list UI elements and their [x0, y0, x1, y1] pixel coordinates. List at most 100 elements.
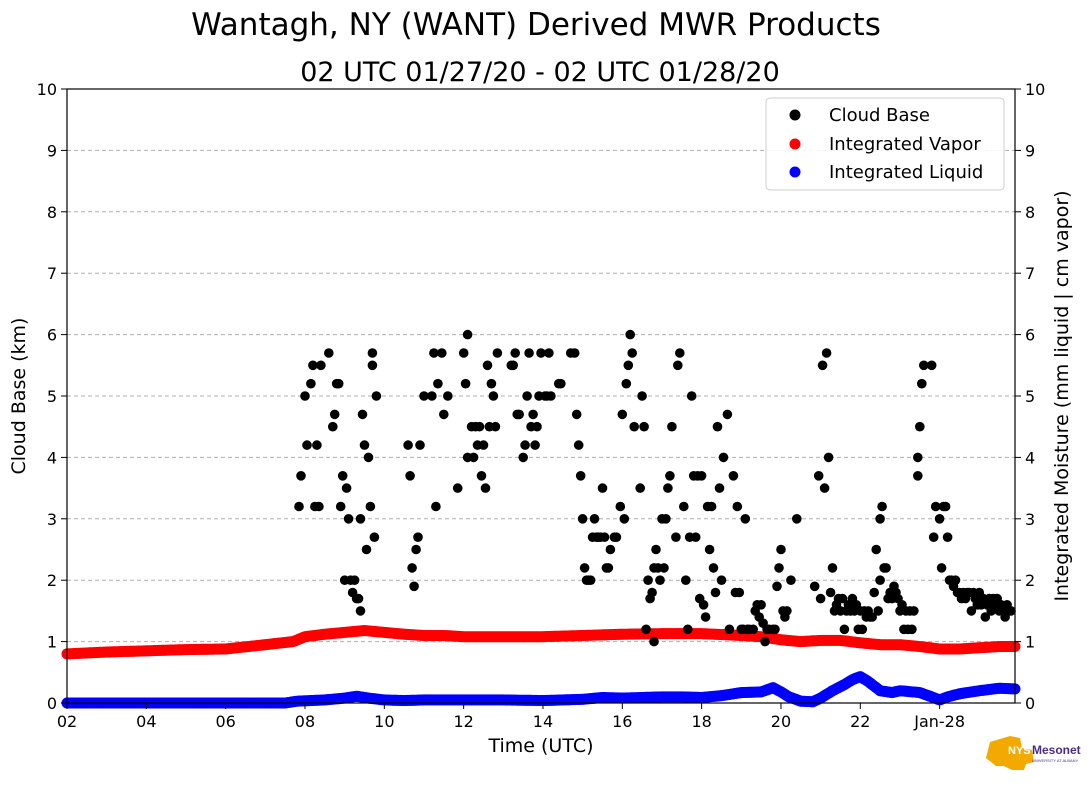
x-tick-label: 22	[850, 712, 870, 731]
cloud-base-point	[857, 624, 868, 635]
cloud-base-point	[490, 421, 501, 432]
cloud-base-point	[649, 636, 659, 647]
cloud-base-point	[367, 360, 378, 371]
cloud-base-point	[458, 348, 469, 358]
cloud-base-point	[770, 624, 780, 635]
cloud-base-point	[760, 636, 770, 647]
cloud-base-point	[460, 378, 471, 389]
cloud-base-point	[532, 421, 542, 432]
right-y-tick-label: 0	[1025, 694, 1035, 713]
cloud-base-point	[478, 440, 489, 450]
x-tick-label: 14	[533, 712, 553, 731]
cloud-base-point	[518, 452, 528, 463]
cloud-base-point	[936, 563, 947, 573]
cloud-base-point	[869, 587, 879, 598]
cloud-base-point	[625, 329, 635, 340]
left-y-tick-label: 7	[47, 264, 57, 283]
cloud-base-point	[443, 391, 453, 401]
cloud-base-point	[629, 421, 639, 432]
cloud-base-point	[335, 501, 346, 512]
cloud-base-point	[569, 348, 580, 358]
cloud-base-point	[686, 391, 697, 401]
x-tick-label: 16	[612, 712, 632, 731]
cloud-base-point	[651, 544, 661, 555]
cloud-base-point	[926, 360, 937, 371]
cloud-base-point	[690, 532, 701, 542]
cloud-base-point	[940, 501, 951, 512]
left-y-axis-label: Cloud Base (km)	[8, 318, 30, 475]
cloud-base-point	[942, 532, 953, 542]
cloud-base-point	[875, 575, 885, 585]
cloud-base-point	[647, 587, 657, 598]
cloud-base-point	[355, 606, 366, 616]
right-y-axis-label: Integrated Moisture (mm liquid | cm vapo…	[1051, 190, 1073, 601]
cloud-base-point	[623, 360, 634, 371]
cloud-base-point	[728, 471, 739, 481]
cloud-base-point	[419, 391, 429, 401]
cloud-base-point	[482, 360, 493, 371]
cloud-base-point	[514, 409, 524, 420]
cloud-base-point	[875, 514, 885, 524]
cloud-base-point	[343, 514, 354, 524]
cloud-base-point	[673, 360, 683, 371]
cloud-base-point	[821, 348, 832, 358]
cloud-base-point	[756, 600, 766, 610]
cloud-base-point	[659, 563, 669, 573]
cloud-base-point	[415, 440, 425, 450]
cloud-base-point	[706, 501, 717, 512]
cloud-base-point	[524, 348, 534, 358]
left-y-axis-ticks: 0 1 2 3 4 5 6 7 8 9 10	[37, 80, 67, 713]
cloud-base-point	[329, 409, 340, 420]
cloud-base-point	[405, 471, 415, 481]
x-tick-label: Jan-28	[913, 712, 965, 731]
legend-label-integrated-liquid: Integrated Liquid	[829, 162, 983, 183]
cloud-base-point	[873, 606, 883, 616]
cloud-base-point	[950, 575, 961, 585]
cloud-base-point	[655, 575, 665, 585]
cloud-base-point	[627, 348, 637, 358]
cloud-base-point	[815, 593, 826, 604]
cloud-base-point	[369, 532, 380, 542]
cloud-base-point	[371, 391, 382, 401]
right-y-tick-label: 9	[1025, 141, 1035, 160]
cloud-base-point	[302, 440, 312, 450]
cloud-base-point	[643, 575, 653, 585]
cloud-base-point	[663, 483, 673, 493]
nys-mesonet-logo: NYS Mesonet UNIVERSITY AT ALBANY	[986, 736, 1081, 770]
cloud-base-point	[782, 606, 792, 616]
cloud-base-point	[433, 378, 443, 389]
cloud-base-point	[589, 514, 600, 524]
cloud-base-point	[488, 391, 499, 401]
cloud-base-point	[665, 471, 675, 481]
cloud-base-point	[813, 471, 824, 481]
cloud-base-point	[917, 378, 927, 389]
legend-label-cloud-base: Cloud Base	[829, 105, 930, 126]
left-y-tick-label: 9	[47, 141, 57, 160]
cloud-base-point	[635, 483, 645, 493]
cloud-base-point	[359, 440, 370, 450]
cloud-base-point	[556, 378, 566, 389]
x-tick-label: 04	[136, 712, 156, 731]
cloud-base-point	[528, 409, 538, 420]
cloud-base-point	[296, 471, 306, 481]
cloud-base-point	[809, 581, 820, 592]
cloud-base-point	[300, 391, 310, 401]
right-y-tick-label: 4	[1025, 448, 1035, 467]
left-y-tick-label: 10	[37, 80, 57, 99]
cloud-base-point	[639, 421, 649, 432]
cloud-base-point	[363, 452, 374, 463]
cloud-base-point	[966, 606, 977, 616]
cloud-base-series	[294, 329, 1016, 647]
cloud-base-point	[312, 440, 322, 450]
legend-box	[765, 97, 1005, 191]
cloud-base-point	[468, 452, 479, 463]
cloud-base-point	[714, 483, 725, 493]
cloud-base-point	[530, 440, 540, 450]
cloud-base-point	[772, 581, 782, 592]
cloud-base-point	[324, 348, 334, 358]
cloud-base-point	[698, 600, 709, 610]
cloud-base-point	[827, 563, 838, 573]
left-y-tick-label: 0	[47, 694, 57, 713]
cloud-base-point	[909, 606, 919, 616]
cloud-base-point	[825, 587, 836, 598]
